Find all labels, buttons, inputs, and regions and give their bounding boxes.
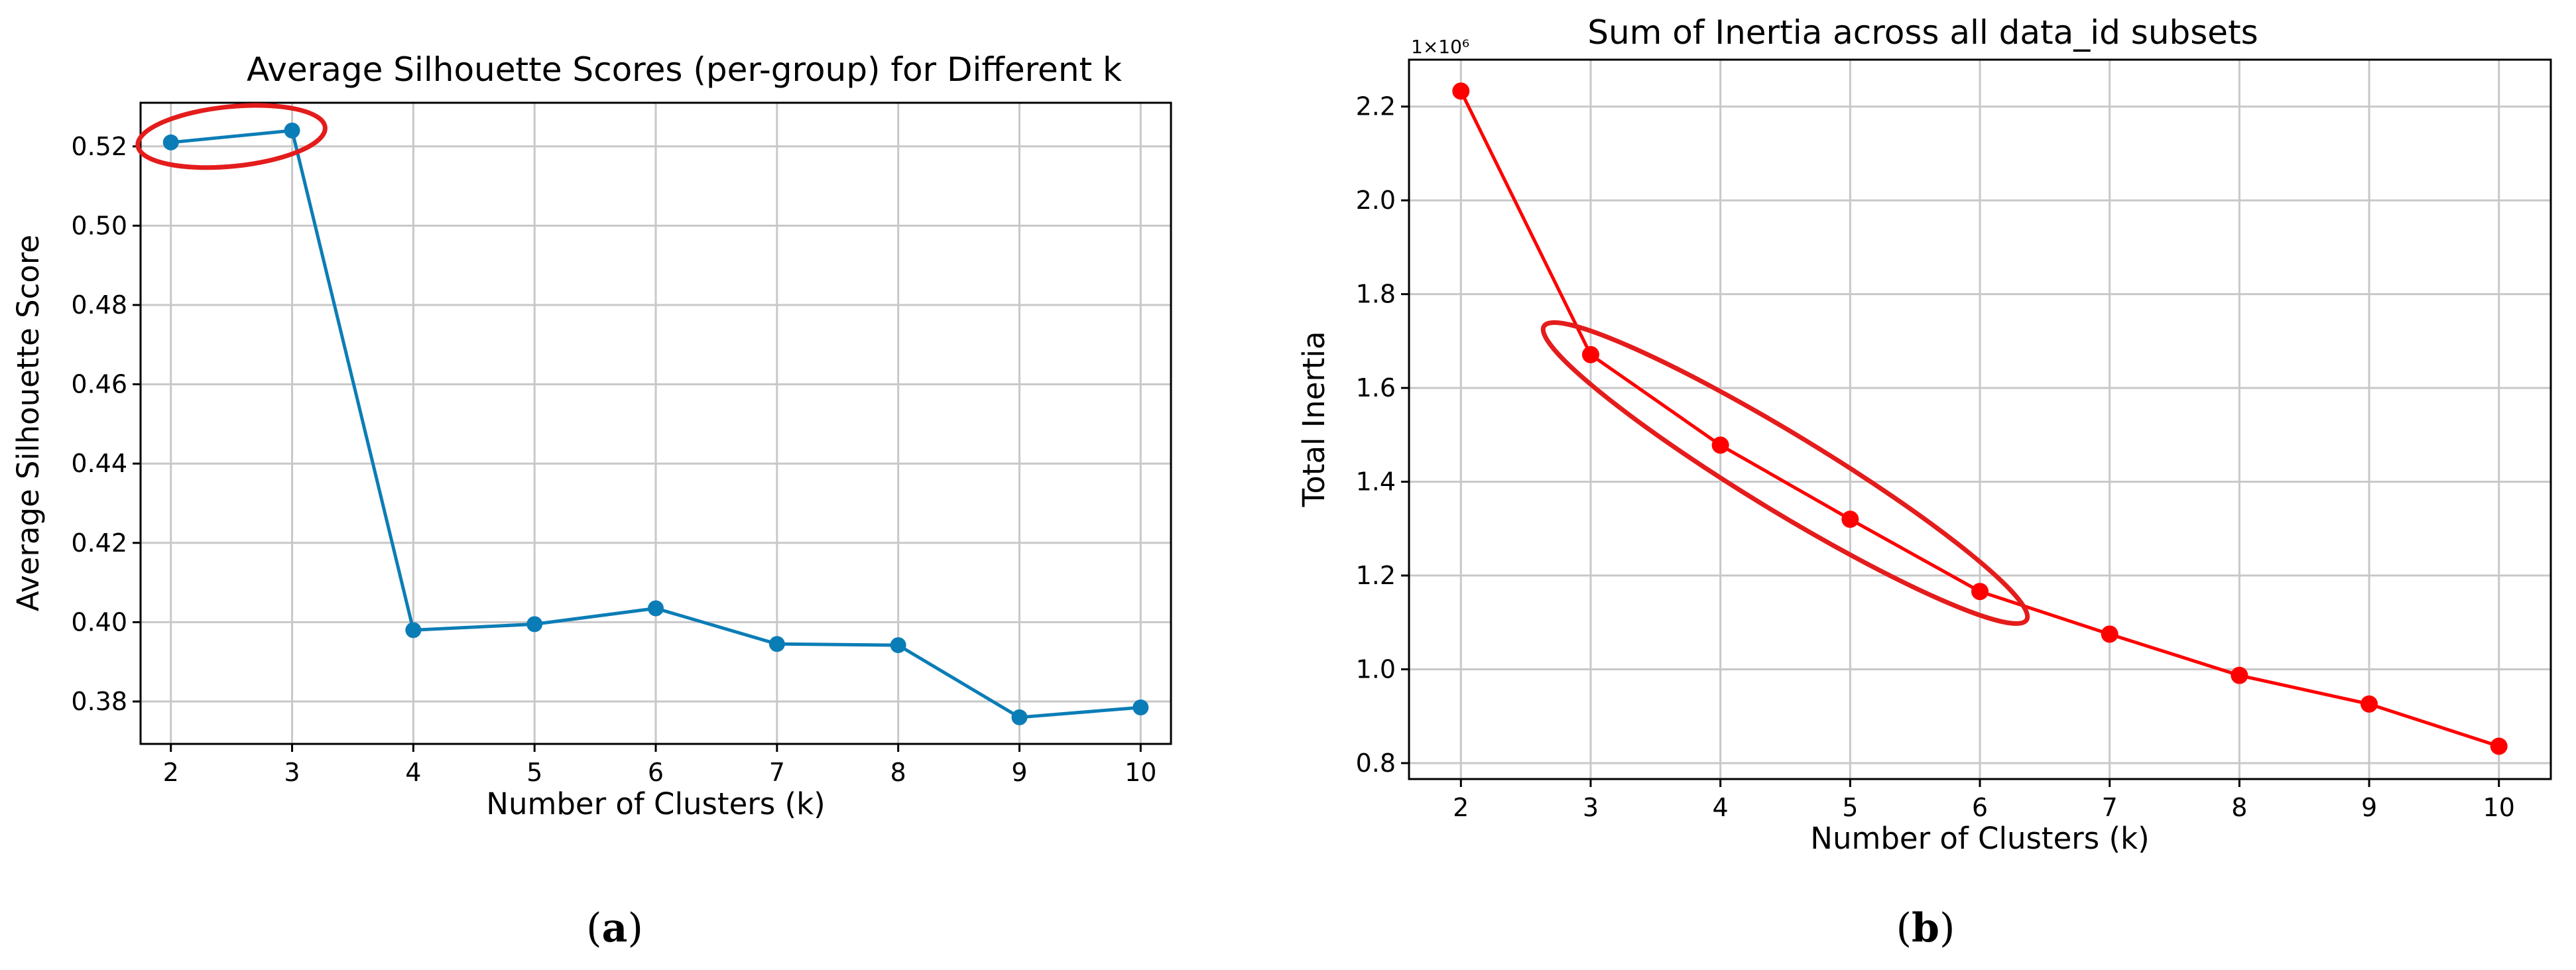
x-tick-label: 2: [163, 758, 179, 787]
chart-title: Sum of Inertia across all data_id subset…: [1587, 13, 2258, 52]
data-point: [1971, 583, 1989, 601]
chart-panel-a: Average Silhouette Scores (per-group) fo…: [11, 50, 1172, 951]
x-tick-label: 4: [405, 758, 421, 787]
x-tick-label: 4: [1713, 793, 1729, 822]
data-point: [2101, 625, 2118, 643]
data-point: [890, 637, 906, 654]
x-tick-label: 7: [2102, 793, 2118, 822]
y-tick-label: 1.6: [1356, 373, 1396, 402]
data-point: [648, 600, 664, 617]
x-tick-label: 10: [1125, 758, 1156, 787]
x-tick-label: 2: [1453, 793, 1469, 822]
y-tick-label: 0.42: [71, 528, 127, 558]
data-point: [1581, 345, 1599, 363]
data-point: [284, 122, 300, 139]
y-tick-label: 1.4: [1356, 467, 1396, 497]
y-axis-label: Total Inertia: [1296, 331, 1331, 507]
data-point: [162, 134, 179, 151]
data-point: [2490, 737, 2508, 755]
chart-title: Average Silhouette Scores (per-group) fo…: [247, 50, 1122, 89]
x-tick-label: 9: [1011, 758, 1027, 787]
x-axis-label: Number of Clusters (k): [486, 786, 825, 821]
x-tick-label: 10: [2483, 793, 2515, 822]
plot-frame: [139, 101, 1172, 745]
x-tick-label: 3: [284, 758, 300, 787]
panel-caption-a: (a): [586, 905, 643, 951]
x-tick-label: 6: [648, 758, 664, 787]
x-tick-label: 6: [1972, 793, 1988, 822]
x-tick-label: 8: [890, 758, 906, 787]
x-tick-label: 3: [1583, 793, 1599, 822]
y-tick-label: 1.2: [1356, 561, 1396, 590]
y-tick-label: 0.40: [71, 607, 127, 637]
y-axis-offset-label: 1×10⁶: [1411, 36, 1469, 58]
y-tick-label: 1.8: [1356, 280, 1396, 309]
y-tick-label: 0.44: [71, 449, 127, 478]
data-point: [2231, 666, 2248, 684]
data-point: [768, 636, 785, 652]
data-point: [1133, 699, 1149, 715]
y-tick-label: 0.46: [71, 370, 127, 399]
data-point: [1841, 511, 1859, 528]
x-tick-label: 5: [1842, 793, 1858, 822]
data-point: [1452, 82, 1470, 100]
y-tick-label: 2.0: [1356, 186, 1396, 215]
data-point: [2361, 695, 2378, 713]
y-tick-label: 0.8: [1356, 749, 1396, 778]
highlight-ellipse: [1540, 320, 2030, 626]
panel-caption-b: (b): [1896, 905, 1955, 951]
y-tick-label: 1.0: [1356, 654, 1396, 684]
y-tick-label: 0.38: [71, 687, 127, 716]
data-point: [1011, 709, 1028, 725]
x-axis-label: Number of Clusters (k): [1810, 821, 2149, 856]
plot-frame: [1408, 58, 2552, 780]
x-tick-label: 9: [2361, 793, 2377, 822]
x-tick-label: 7: [769, 758, 785, 787]
y-axis-label: Average Silhouette Score: [11, 235, 46, 611]
data-point: [526, 616, 543, 633]
highlight-ellipse: [135, 103, 328, 170]
y-tick-label: 0.48: [71, 290, 127, 320]
data-point: [1711, 436, 1729, 454]
y-tick-label: 0.52: [71, 132, 127, 161]
y-tick-label: 2.2: [1356, 92, 1396, 121]
y-tick-label: 0.50: [71, 211, 127, 240]
x-tick-label: 5: [526, 758, 542, 787]
chart-panel-b: Sum of Inertia across all data_id subset…: [1296, 13, 2552, 951]
x-tick-label: 8: [2231, 793, 2247, 822]
data-point: [405, 622, 422, 638]
